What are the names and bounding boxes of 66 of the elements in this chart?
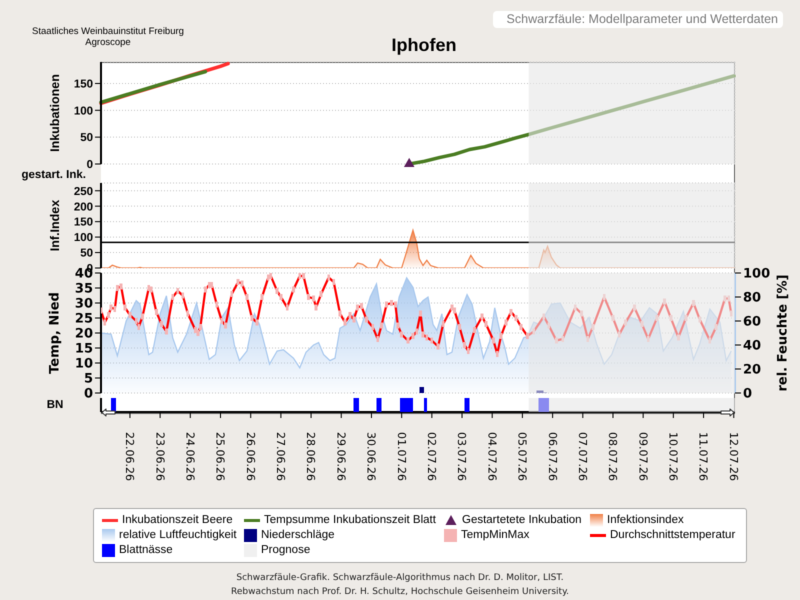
legend-label: Durchschnittstemperatur <box>610 529 736 541</box>
y-tick-label: 10 <box>74 356 93 372</box>
y-axis-title: Inf.Index <box>48 200 62 252</box>
x-tick-label: 30.06.26 <box>364 432 378 481</box>
y-tick-label: 15 <box>74 342 93 357</box>
x-tick-label: 27.06.26 <box>274 432 288 481</box>
y-tick-label: 100 <box>74 105 93 118</box>
y2-tick-label: 0 <box>743 386 752 402</box>
x-tick-label: 09.07.26 <box>636 432 650 481</box>
x-tick-label: 12.07.26 <box>726 432 740 481</box>
x-tick-label: 29.06.26 <box>334 432 348 481</box>
x-tick-label: 02.07.26 <box>424 432 438 481</box>
x-tick-label: 25.06.26 <box>214 432 227 481</box>
legend-label: TempMinMax <box>461 529 530 541</box>
x-tick-label: 23.06.26 <box>153 432 166 481</box>
legend-label: Tempsumme Inkubationszeit Blatt <box>264 514 436 526</box>
text: Agroscope <box>85 37 131 48</box>
y2-tick-label: 100 <box>743 266 770 282</box>
y2-tick-label: 80 <box>743 290 762 306</box>
text: Schwarzfäule-Grafik. Schwarzfäule-Algorithmus nach Dr. D. Molitor, LIST. <box>236 573 564 583</box>
y-axis-title: BN <box>46 399 64 411</box>
x-tick-label: 11.07.26 <box>696 432 710 481</box>
y-axis-title: Inkubationen <box>48 74 62 152</box>
x-tick-label: 03.07.26 <box>455 432 468 481</box>
x-tick-label: 22.06.26 <box>123 432 136 481</box>
y-tick-label: 50 <box>80 132 93 144</box>
y-tick-label: 150 <box>74 78 93 91</box>
y-tick-label: 25 <box>74 312 93 327</box>
y-axis-title: Temp, Nied <box>48 292 62 374</box>
text: Rebwachstum nach Prof. Dr. H. Schultz, Hochschule Geisenheim University. <box>231 587 569 597</box>
x-tick-label: 06.07.26 <box>546 432 559 481</box>
x-tick-label: 10.07.26 <box>666 432 680 481</box>
x-tick-label: 26.06.26 <box>244 432 257 481</box>
x-tick-label: 04.07.26 <box>485 432 498 481</box>
chart-title: Iphofen <box>390 34 458 56</box>
y-tick-label: 100 <box>74 232 93 244</box>
y-tick-label: 35 <box>74 282 93 297</box>
text: gestart. Ink. <box>21 169 86 181</box>
y2-tick-label: 20 <box>743 362 762 378</box>
y-tick-label: 5 <box>84 372 93 387</box>
y-tick-label: 200 <box>74 201 93 214</box>
legend-label: Inkubationszeit Beere <box>122 514 233 526</box>
legend-label: relative Luftfeuchtigkeit <box>119 529 237 541</box>
y-tick-label: 20 <box>74 326 93 342</box>
x-tick-label: 01.07.26 <box>394 432 408 481</box>
x-tick-label: 28.06.26 <box>304 432 318 481</box>
text: Staatliches Weinbauinstitut Freiburg <box>32 26 184 37</box>
y-tick-label: 30 <box>74 296 93 312</box>
legend-label: Infektionsindex <box>607 514 684 526</box>
y-tick-label: 150 <box>74 216 93 229</box>
y-tick-label: 0 <box>86 159 93 172</box>
x-tick-label: 07.07.26 <box>576 432 589 481</box>
y2-tick-label: 40 <box>743 338 762 354</box>
legend-label: Blattnässe <box>119 544 173 556</box>
legend-label: Niederschläge <box>261 529 335 541</box>
y-tick-label: 50 <box>80 248 93 260</box>
x-tick-label: 08.07.26 <box>606 432 620 481</box>
x-tick-label: 24.06.26 <box>183 432 196 481</box>
y2-axis-title: rel. Feuchte [%] <box>776 274 790 392</box>
legend-label: Prognose <box>261 544 310 556</box>
y2-tick-label: 60 <box>743 314 762 330</box>
legend-label: Gestartetete Inkubation <box>462 514 582 526</box>
y-tick-label: 250 <box>74 186 93 198</box>
chart-subtitle: Schwarzfäule: Modellparameter und Wetterdaten <box>506 12 778 27</box>
x-tick-label: 05.07.26 <box>516 432 529 481</box>
y-tick-label: 0 <box>84 386 93 402</box>
